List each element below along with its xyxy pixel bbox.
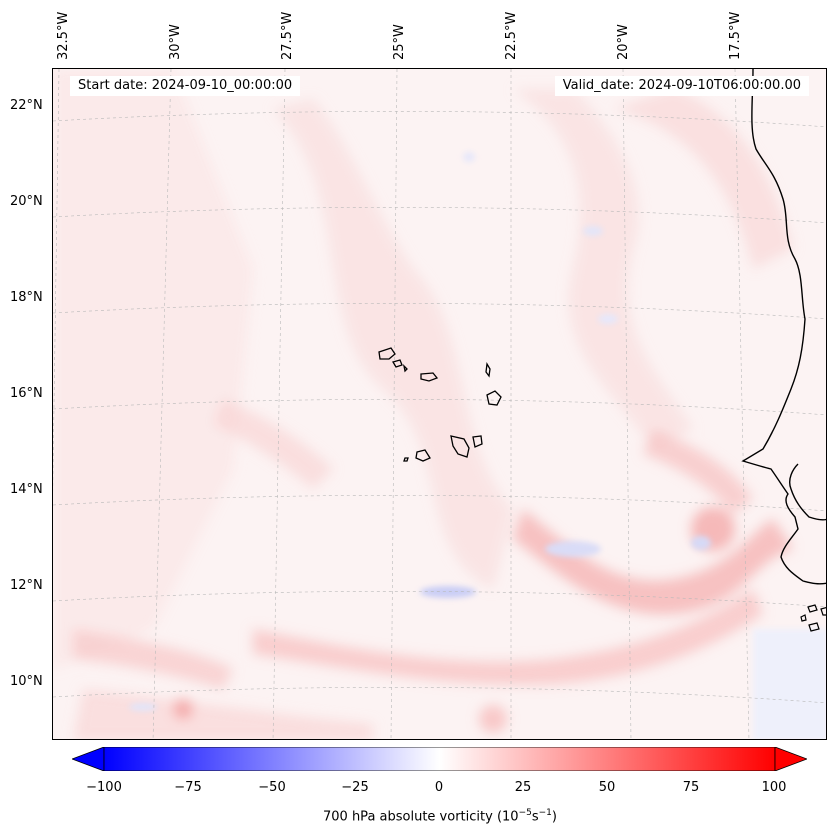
cape-verde-islands — [378, 347, 502, 462]
bijagos-islands — [800, 604, 826, 632]
negative-vorticity-patches — [129, 152, 826, 739]
africa-coastline — [741, 69, 826, 585]
colorbar-tick: 0 — [434, 780, 444, 795]
lon-label-20w: 20°W — [616, 24, 631, 60]
colorbar-tick: 100 — [761, 780, 787, 795]
lat-label-18n: 18°N — [10, 290, 43, 305]
colorbar-tick: 75 — [682, 780, 700, 795]
colorbar-min-extend — [72, 747, 105, 771]
colorbar-tick: −50 — [258, 780, 286, 795]
colorbar-gradient — [103, 747, 776, 771]
lon-label-22-5w: 22.5°W — [504, 11, 519, 60]
colorbar-max-extend — [774, 747, 807, 771]
lon-label-17-5w: 17.5°W — [728, 11, 743, 60]
colorbar-tick: −100 — [86, 780, 122, 795]
map-panel — [52, 68, 827, 740]
vorticity-map — [53, 69, 826, 739]
lat-label-20n: 20°N — [10, 194, 43, 209]
lat-label-22n: 22°N — [10, 98, 43, 113]
vorticity-field — [53, 69, 793, 739]
lat-label-14n: 14°N — [10, 482, 43, 497]
lat-label-16n: 16°N — [10, 386, 43, 401]
colorbar-tick: −75 — [174, 780, 202, 795]
valid-date-label: Valid_date: 2024-09-10T06:00:00.00 — [554, 76, 809, 96]
lat-label-12n: 12°N — [10, 578, 43, 593]
lat-label-10n: 10°N — [10, 674, 43, 689]
colorbar-tick: 25 — [514, 780, 532, 795]
colorbar-tick: −25 — [341, 780, 369, 795]
lon-label-25w: 25°W — [392, 24, 407, 60]
colorbar — [72, 747, 807, 771]
start-date-label: Start date: 2024-09-10_00:00:00 — [70, 76, 301, 96]
colorbar-tick: 50 — [598, 780, 616, 795]
lon-label-30w: 30°W — [168, 24, 183, 60]
graticule — [53, 69, 826, 739]
lon-label-32-5w: 32.5°W — [56, 11, 71, 60]
colorbar-label: 700 hPa absolute vorticity (10−5s−1) — [323, 808, 557, 825]
lon-label-27-5w: 27.5°W — [280, 11, 295, 60]
